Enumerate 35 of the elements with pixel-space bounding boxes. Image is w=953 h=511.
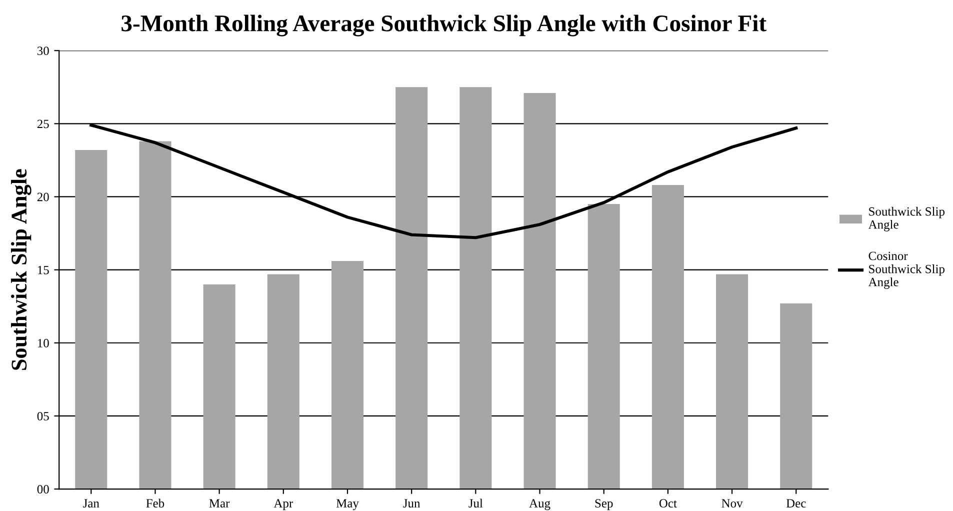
bar bbox=[716, 274, 748, 490]
bar bbox=[396, 87, 428, 490]
legend-label: Southwick Slip Angle bbox=[868, 206, 945, 232]
bar bbox=[460, 87, 492, 490]
x-tick-label: Apr bbox=[274, 499, 294, 510]
y-tick-label: 15 bbox=[38, 266, 49, 274]
y-tick-label: 20 bbox=[37, 192, 49, 202]
y-tick-label: 00 bbox=[37, 485, 49, 494]
bar bbox=[524, 92, 556, 490]
bar bbox=[652, 185, 684, 490]
y-tick-label: 10 bbox=[38, 338, 49, 348]
bar bbox=[588, 204, 620, 490]
y-tick-label: 30 bbox=[37, 46, 49, 56]
x-tick-label: Sep bbox=[595, 499, 613, 510]
bar bbox=[75, 150, 108, 490]
bar bbox=[331, 261, 364, 490]
bar bbox=[203, 284, 236, 490]
x-tick-label: Jul bbox=[468, 498, 483, 508]
x-tick-label: May bbox=[336, 499, 359, 510]
x-tick-label: Nov bbox=[722, 499, 743, 508]
x-tick-label: Oct bbox=[659, 499, 677, 508]
bar bbox=[139, 141, 172, 490]
y-tick-label: 05 bbox=[37, 412, 49, 420]
bar bbox=[267, 274, 300, 490]
bar bbox=[780, 303, 812, 490]
x-tick-label: Dec bbox=[786, 499, 806, 508]
x-tick-label: Feb bbox=[146, 498, 164, 508]
x-tick-label: Jun bbox=[403, 499, 420, 508]
x-tick-label: Aug bbox=[529, 499, 550, 510]
legend-label: Cosinor Southwick Slip Angle bbox=[868, 252, 945, 289]
y-tick-label: 25 bbox=[37, 120, 49, 128]
x-tick-label: Jan bbox=[83, 499, 100, 508]
chart-title: 3-Month Rolling Average Southwick Slip Angle with Cosinor Fit bbox=[122, 14, 766, 36]
y-axis-title: Southwick Slip Angle bbox=[10, 169, 32, 370]
x-tick-label: Mar bbox=[209, 499, 230, 508]
